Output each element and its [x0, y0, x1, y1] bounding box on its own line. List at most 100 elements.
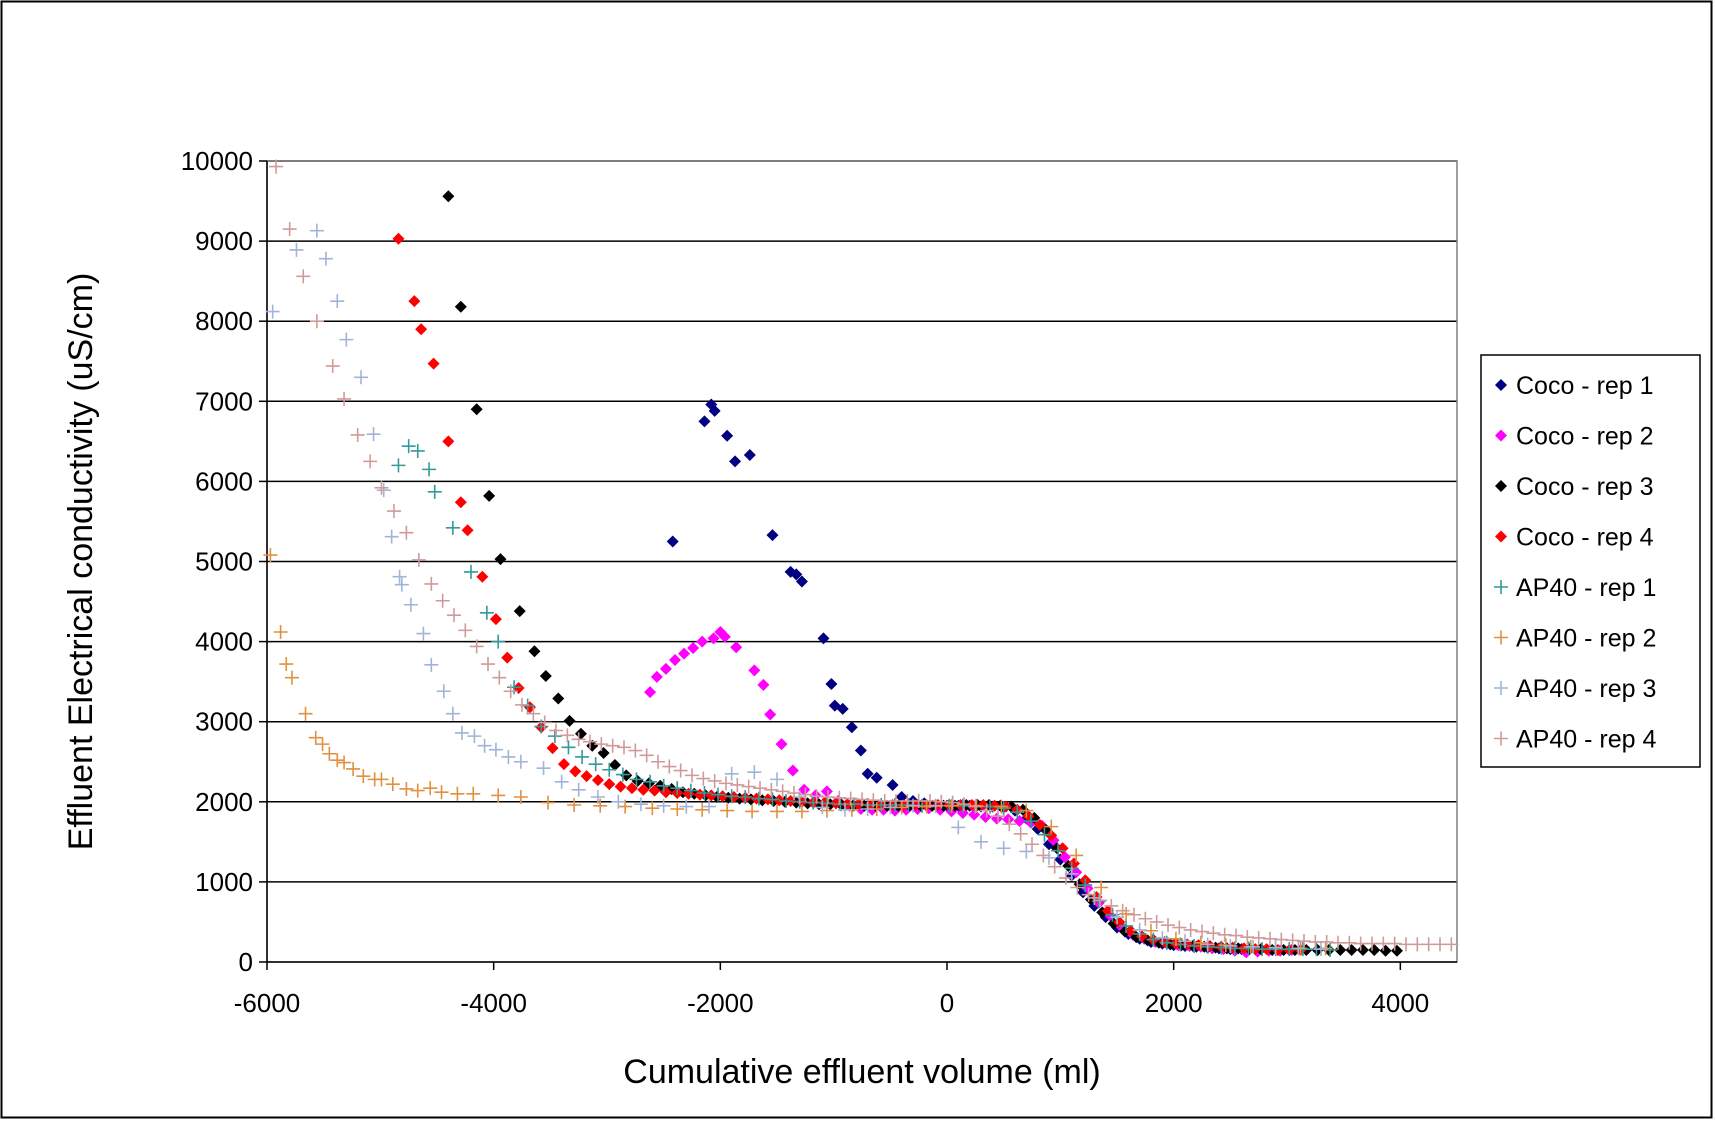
data-point [678, 647, 691, 660]
legend-label: AP40 - rep 2 [1516, 625, 1656, 653]
data-point [546, 742, 559, 755]
data-point [602, 762, 617, 777]
data-point [795, 575, 808, 588]
data-point [757, 678, 770, 691]
data-point [392, 232, 405, 245]
data-point [337, 755, 352, 770]
data-point [1193, 935, 1208, 950]
data-point [1217, 927, 1232, 942]
data-point [656, 798, 671, 813]
data-point [670, 781, 685, 796]
data-point [1033, 819, 1046, 832]
legend: Coco - rep 1 Coco - rep 2 Coco - rep 3 Coco… [1480, 354, 1701, 768]
data-point [1314, 942, 1328, 957]
data-point [669, 654, 681, 667]
x-axis-title: Cumulative effluent volume (ml) [623, 1053, 1100, 1091]
data-point [322, 746, 337, 761]
data-point [411, 552, 426, 567]
data-point [401, 439, 416, 454]
data-point [1059, 870, 1073, 885]
data-point [515, 697, 529, 712]
data-point [693, 788, 706, 801]
data-point [427, 484, 442, 499]
data-point [537, 715, 552, 730]
data-point [337, 391, 352, 406]
data-point [683, 783, 698, 798]
data-point [716, 790, 729, 803]
data-point [1178, 934, 1192, 949]
data-point [363, 454, 378, 469]
legend-label: Coco - rep 1 [1516, 372, 1654, 400]
x-tick-label: -4000 [460, 988, 527, 1018]
data-point [603, 778, 616, 791]
data-point [318, 251, 333, 266]
data-point [269, 159, 284, 174]
data-point [308, 730, 323, 745]
data-point [794, 804, 809, 819]
data-point [289, 242, 304, 257]
legend-marker [1494, 630, 1508, 645]
data-point [1019, 803, 1034, 818]
data-point [394, 577, 409, 592]
data-point [779, 793, 794, 808]
data-point [569, 765, 582, 778]
data-point [1058, 851, 1071, 864]
data-point [554, 774, 569, 789]
data-point [298, 706, 313, 721]
data-point [1223, 938, 1238, 953]
data-point [1127, 907, 1141, 922]
x-tick-label: 0 [940, 988, 954, 1018]
data-point [436, 684, 451, 699]
data-point [696, 771, 711, 786]
data-point [526, 706, 541, 721]
data-point [539, 670, 552, 683]
data-point [1119, 906, 1134, 921]
data-point [330, 753, 345, 768]
data-point [483, 489, 496, 502]
data-point [1069, 848, 1084, 863]
data-point [1342, 935, 1357, 950]
data-point [1025, 837, 1039, 852]
data-point [315, 737, 330, 752]
data-point [1002, 817, 1017, 832]
data-point [470, 403, 483, 416]
data-point [798, 783, 811, 796]
data-point [730, 777, 745, 792]
data-point [695, 802, 710, 817]
data-point [1155, 930, 1170, 945]
data-point [1263, 931, 1277, 946]
data-point [366, 427, 381, 442]
data-point [1013, 826, 1028, 841]
legend-marker [1495, 379, 1507, 391]
data-point [996, 841, 1011, 856]
legend-marker [1495, 530, 1507, 543]
data-point [1146, 932, 1161, 947]
data-point [356, 769, 371, 784]
data-point [1094, 880, 1109, 895]
data-point [615, 767, 630, 782]
y-tick-label: 1000 [195, 867, 253, 897]
axes: 0 1000 2000 3000 4000 5000 6000 7000 8000 9000 100… [181, 146, 1457, 1018]
data-point [1387, 936, 1402, 951]
data-point [806, 795, 821, 810]
data-point [590, 789, 605, 804]
data-point [580, 770, 593, 783]
data-point [491, 788, 506, 803]
x-tick-label: 4000 [1371, 988, 1429, 1018]
data-point [1285, 933, 1300, 948]
data-point [1187, 938, 1202, 953]
data-point [1240, 930, 1255, 945]
data-point [662, 759, 677, 774]
legend-marker [1494, 731, 1508, 746]
data-point [1206, 926, 1221, 941]
legend-marker [1494, 580, 1508, 594]
data-point [845, 721, 858, 734]
legend-label: AP40 - rep 4 [1516, 726, 1656, 754]
data-point [1104, 898, 1119, 913]
data-point [1144, 923, 1158, 938]
data-point [698, 415, 711, 428]
data-point [1037, 827, 1052, 842]
y-tick-label: 0 [239, 947, 253, 977]
